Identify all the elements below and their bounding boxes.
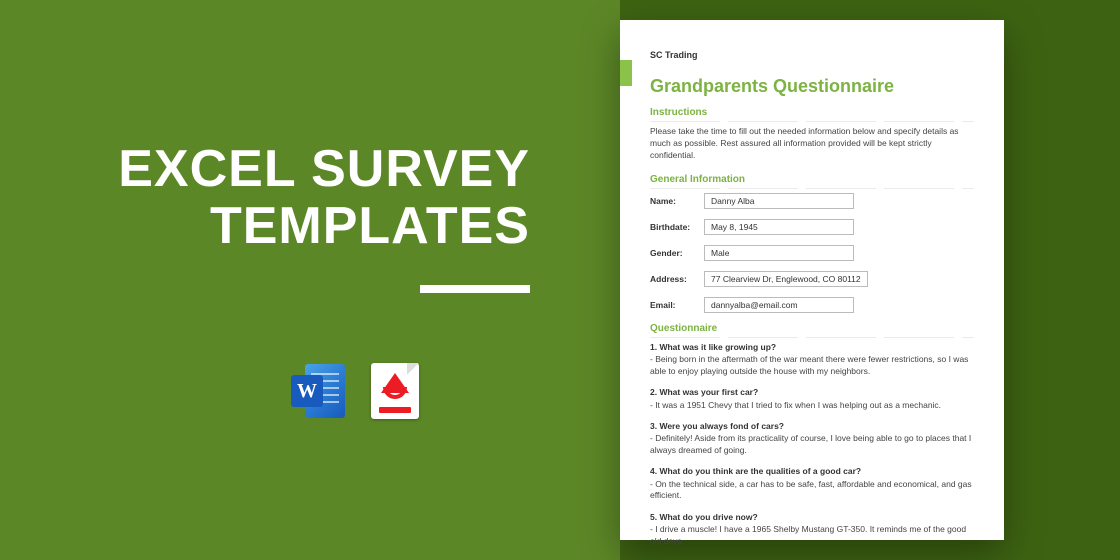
- question-text: 2. What was your first car?: [650, 387, 974, 398]
- document-preview: SC Trading Grandparents Questionnaire In…: [620, 20, 1004, 540]
- section-heading-instructions: Instructions: [650, 107, 974, 120]
- field-value: 77 Clearview Dr, Englewood, CO 80112: [704, 271, 868, 287]
- field-value: Danny Alba: [704, 193, 854, 209]
- question-item: 5. What do you drive now?- I drive a mus…: [650, 512, 974, 547]
- word-icon-front: W: [291, 375, 323, 407]
- company-name: SC Trading: [650, 50, 974, 60]
- field-row: Gender:Male: [650, 245, 974, 261]
- question-item: 3. Were you always fond of cars?- Defini…: [650, 421, 974, 456]
- field-row: Email:dannyalba@email.com: [650, 297, 974, 313]
- questionnaire-items: 1. What was it like growing up?- Being b…: [650, 342, 974, 548]
- answer-text: - On the technical side, a car has to be…: [650, 479, 974, 502]
- format-icons-row: W: [291, 363, 419, 419]
- question-text: 4. What do you think are the qualities o…: [650, 466, 974, 477]
- field-row: Address:77 Clearview Dr, Englewood, CO 8…: [650, 271, 974, 287]
- question-text: 5. What do you drive now?: [650, 512, 974, 523]
- answer-text: - It was a 1951 Chevy that I tried to fi…: [650, 400, 974, 411]
- canvas: EXCEL SURVEY TEMPLATES W SC Trading Gran…: [0, 0, 1120, 560]
- answer-text: - Definitely! Aside from its practicalit…: [650, 433, 974, 456]
- section-heading-general: General Information: [650, 174, 974, 187]
- headline-line2: TEMPLATES: [118, 198, 530, 255]
- field-value: dannyalba@email.com: [704, 297, 854, 313]
- pdf-icon: [371, 363, 419, 419]
- field-value: Male: [704, 245, 854, 261]
- left-hero-panel: EXCEL SURVEY TEMPLATES W: [0, 0, 620, 560]
- pdf-icon-bar: [379, 407, 411, 413]
- headline-underline: [420, 285, 530, 293]
- field-value: May 8, 1945: [704, 219, 854, 235]
- section-heading-questionnaire: Questionnaire: [650, 323, 974, 336]
- document-title: Grandparents Questionnaire: [650, 76, 974, 97]
- question-text: 3. Were you always fond of cars?: [650, 421, 974, 432]
- field-label: Address:: [650, 274, 704, 284]
- answer-text: - Being born in the aftermath of the war…: [650, 354, 974, 377]
- instructions-text: Please take the time to fill out the nee…: [650, 126, 974, 162]
- general-info-fields: Name:Danny Alba Birthdate:May 8, 1945 Gend…: [650, 193, 974, 313]
- field-row: Birthdate:May 8, 1945: [650, 219, 974, 235]
- field-label: Birthdate:: [650, 222, 704, 232]
- field-row: Name:Danny Alba: [650, 193, 974, 209]
- right-preview-panel: SC Trading Grandparents Questionnaire In…: [620, 0, 1120, 560]
- field-label: Name:: [650, 196, 704, 206]
- field-label: Gender:: [650, 248, 704, 258]
- question-item: 1. What was it like growing up?- Being b…: [650, 342, 974, 377]
- question-item: 4. What do you think are the qualities o…: [650, 466, 974, 501]
- document-accent-tab: [620, 60, 632, 86]
- answer-text: - I drive a muscle! I have a 1965 Shelby…: [650, 524, 974, 547]
- question-item: 2. What was your first car? - It was a 19…: [650, 387, 974, 411]
- headline-block: EXCEL SURVEY TEMPLATES: [118, 141, 530, 255]
- question-text: 1. What was it like growing up?: [650, 342, 974, 353]
- headline-line1: EXCEL SURVEY: [118, 141, 530, 198]
- word-icon: W: [291, 364, 345, 418]
- field-label: Email:: [650, 300, 704, 310]
